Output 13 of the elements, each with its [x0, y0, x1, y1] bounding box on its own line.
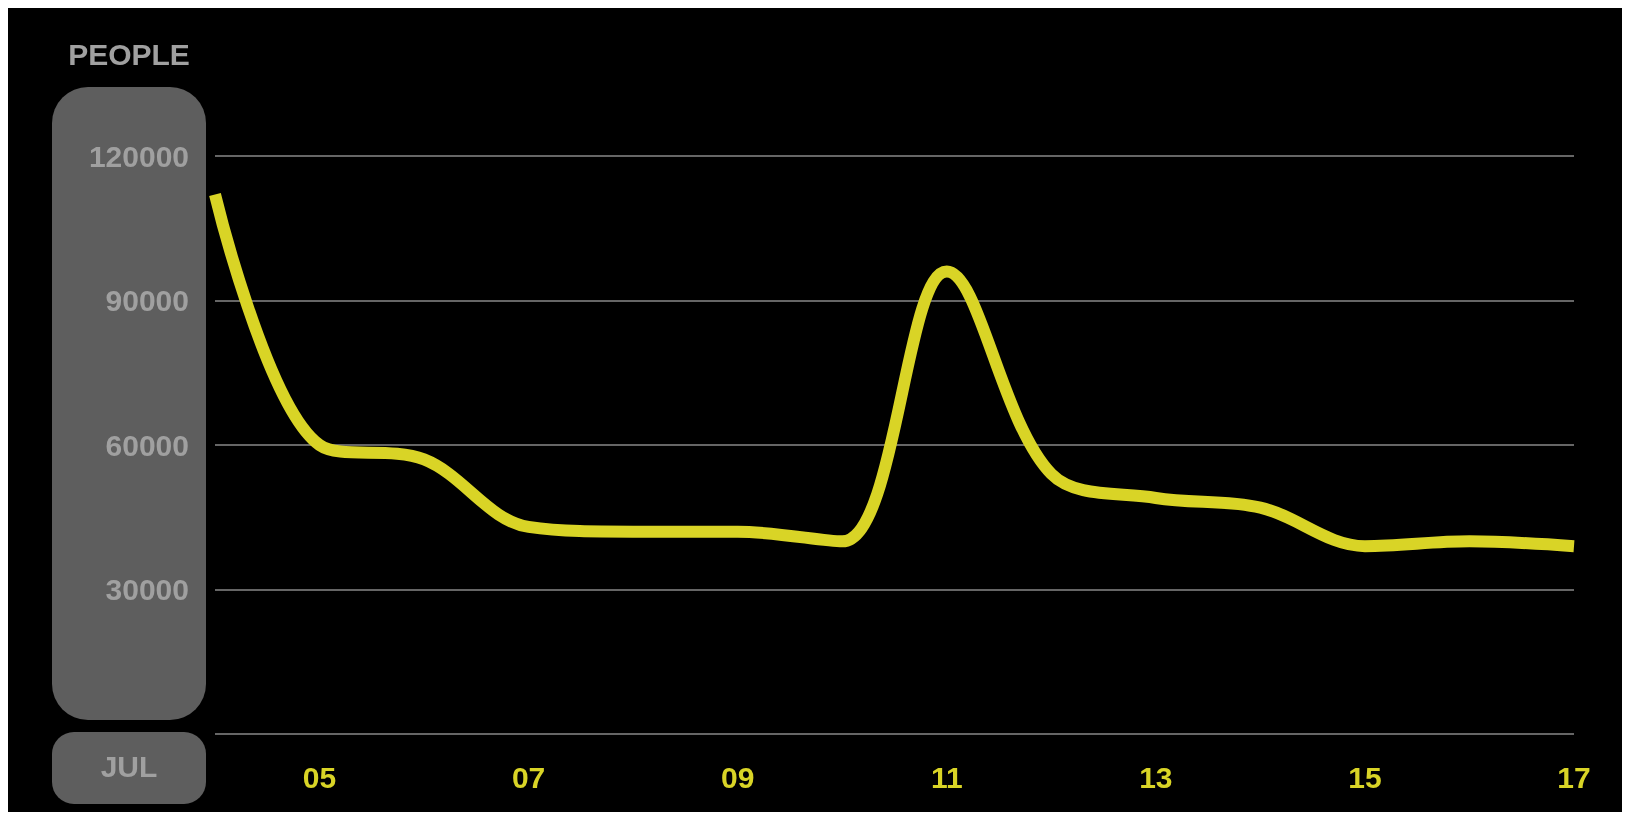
y-axis-title: PEOPLE — [67, 38, 191, 72]
y-tick-label: 120000 — [88, 139, 189, 173]
x-axis-title: JUL — [99, 750, 159, 784]
x-tick-label: 15 — [1348, 760, 1382, 794]
y-tick-label: 60000 — [105, 428, 189, 462]
y-tick-label: 30000 — [105, 573, 189, 606]
x-tick-label: 17 — [1557, 760, 1591, 794]
x-tick-label: 07 — [511, 760, 546, 794]
x-tick-label: 11 — [930, 760, 963, 794]
x-tick-label: 09 — [721, 760, 755, 794]
x-tick-label: 05 — [302, 760, 337, 794]
x-tick-label: 13 — [1139, 760, 1173, 794]
y-tick-label: 90000 — [105, 284, 189, 317]
